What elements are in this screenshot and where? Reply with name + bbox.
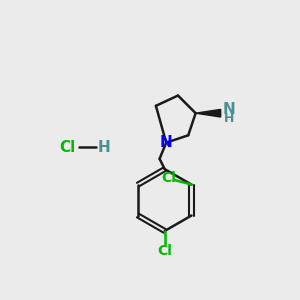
Text: Cl: Cl <box>161 171 176 185</box>
Text: H: H <box>224 112 235 125</box>
Text: H: H <box>98 140 111 154</box>
Text: Cl: Cl <box>157 244 172 258</box>
Polygon shape <box>196 110 221 117</box>
Text: N: N <box>160 135 172 150</box>
Text: N: N <box>223 102 236 117</box>
Text: Cl: Cl <box>59 140 76 154</box>
